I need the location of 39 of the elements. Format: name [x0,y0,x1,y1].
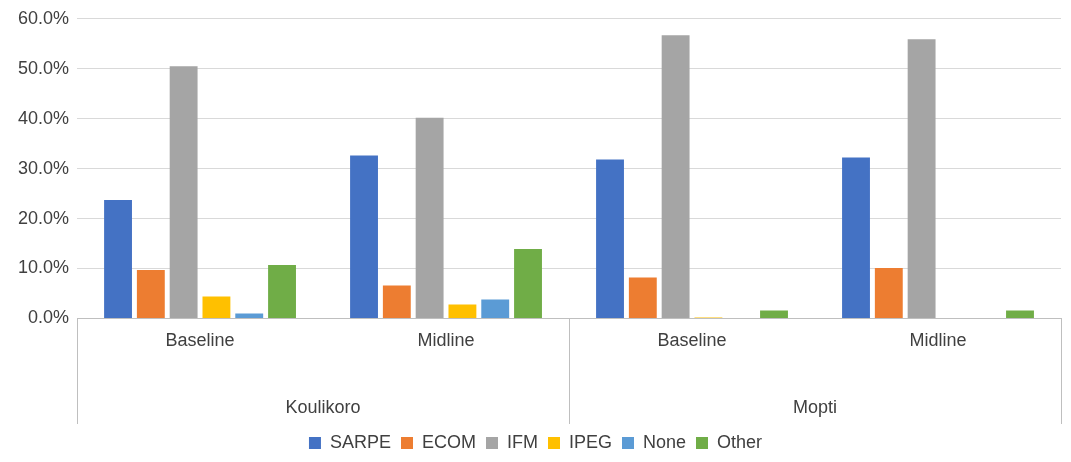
x-tick-label: Baseline [165,330,235,351]
bar [596,159,624,318]
y-tick-label: 20.0% [17,207,70,228]
y-tick-label: 30.0% [17,157,70,178]
legend-label: SARPE [329,431,391,452]
legend-label: ECOM [421,431,476,452]
bar [104,200,132,318]
bar [235,313,264,318]
bar [448,304,477,318]
bar [661,35,690,318]
legend-label: Other [717,431,763,452]
y-tick-label: 10.0% [17,257,70,278]
bar [907,39,936,318]
y-tick-label: 50.0% [17,57,70,78]
bar [382,285,411,318]
bar [1006,310,1034,318]
y-tick-label: 40.0% [17,107,70,128]
y-tick-label: 60.0% [17,7,70,28]
bar [760,310,788,318]
bar [202,296,231,318]
bar [514,248,542,318]
text: Mopti [793,396,838,417]
bar [628,277,657,318]
bar [350,155,378,318]
y-tick-label: 0.0% [28,307,70,328]
bar [842,157,870,318]
legend-label: IFM [506,431,538,452]
bar [268,264,296,318]
x-tick-label: Midline [909,330,967,351]
x-tick-label: Baseline [657,330,727,351]
x-tick-label: Midline [417,330,475,351]
bar [481,299,510,318]
legend-label: IPEG [568,431,612,452]
text: Koulikoro [285,396,361,417]
bar [169,66,198,318]
legend-label: None [642,431,687,452]
bar [415,117,444,318]
bar [874,267,903,318]
bar [136,269,165,318]
